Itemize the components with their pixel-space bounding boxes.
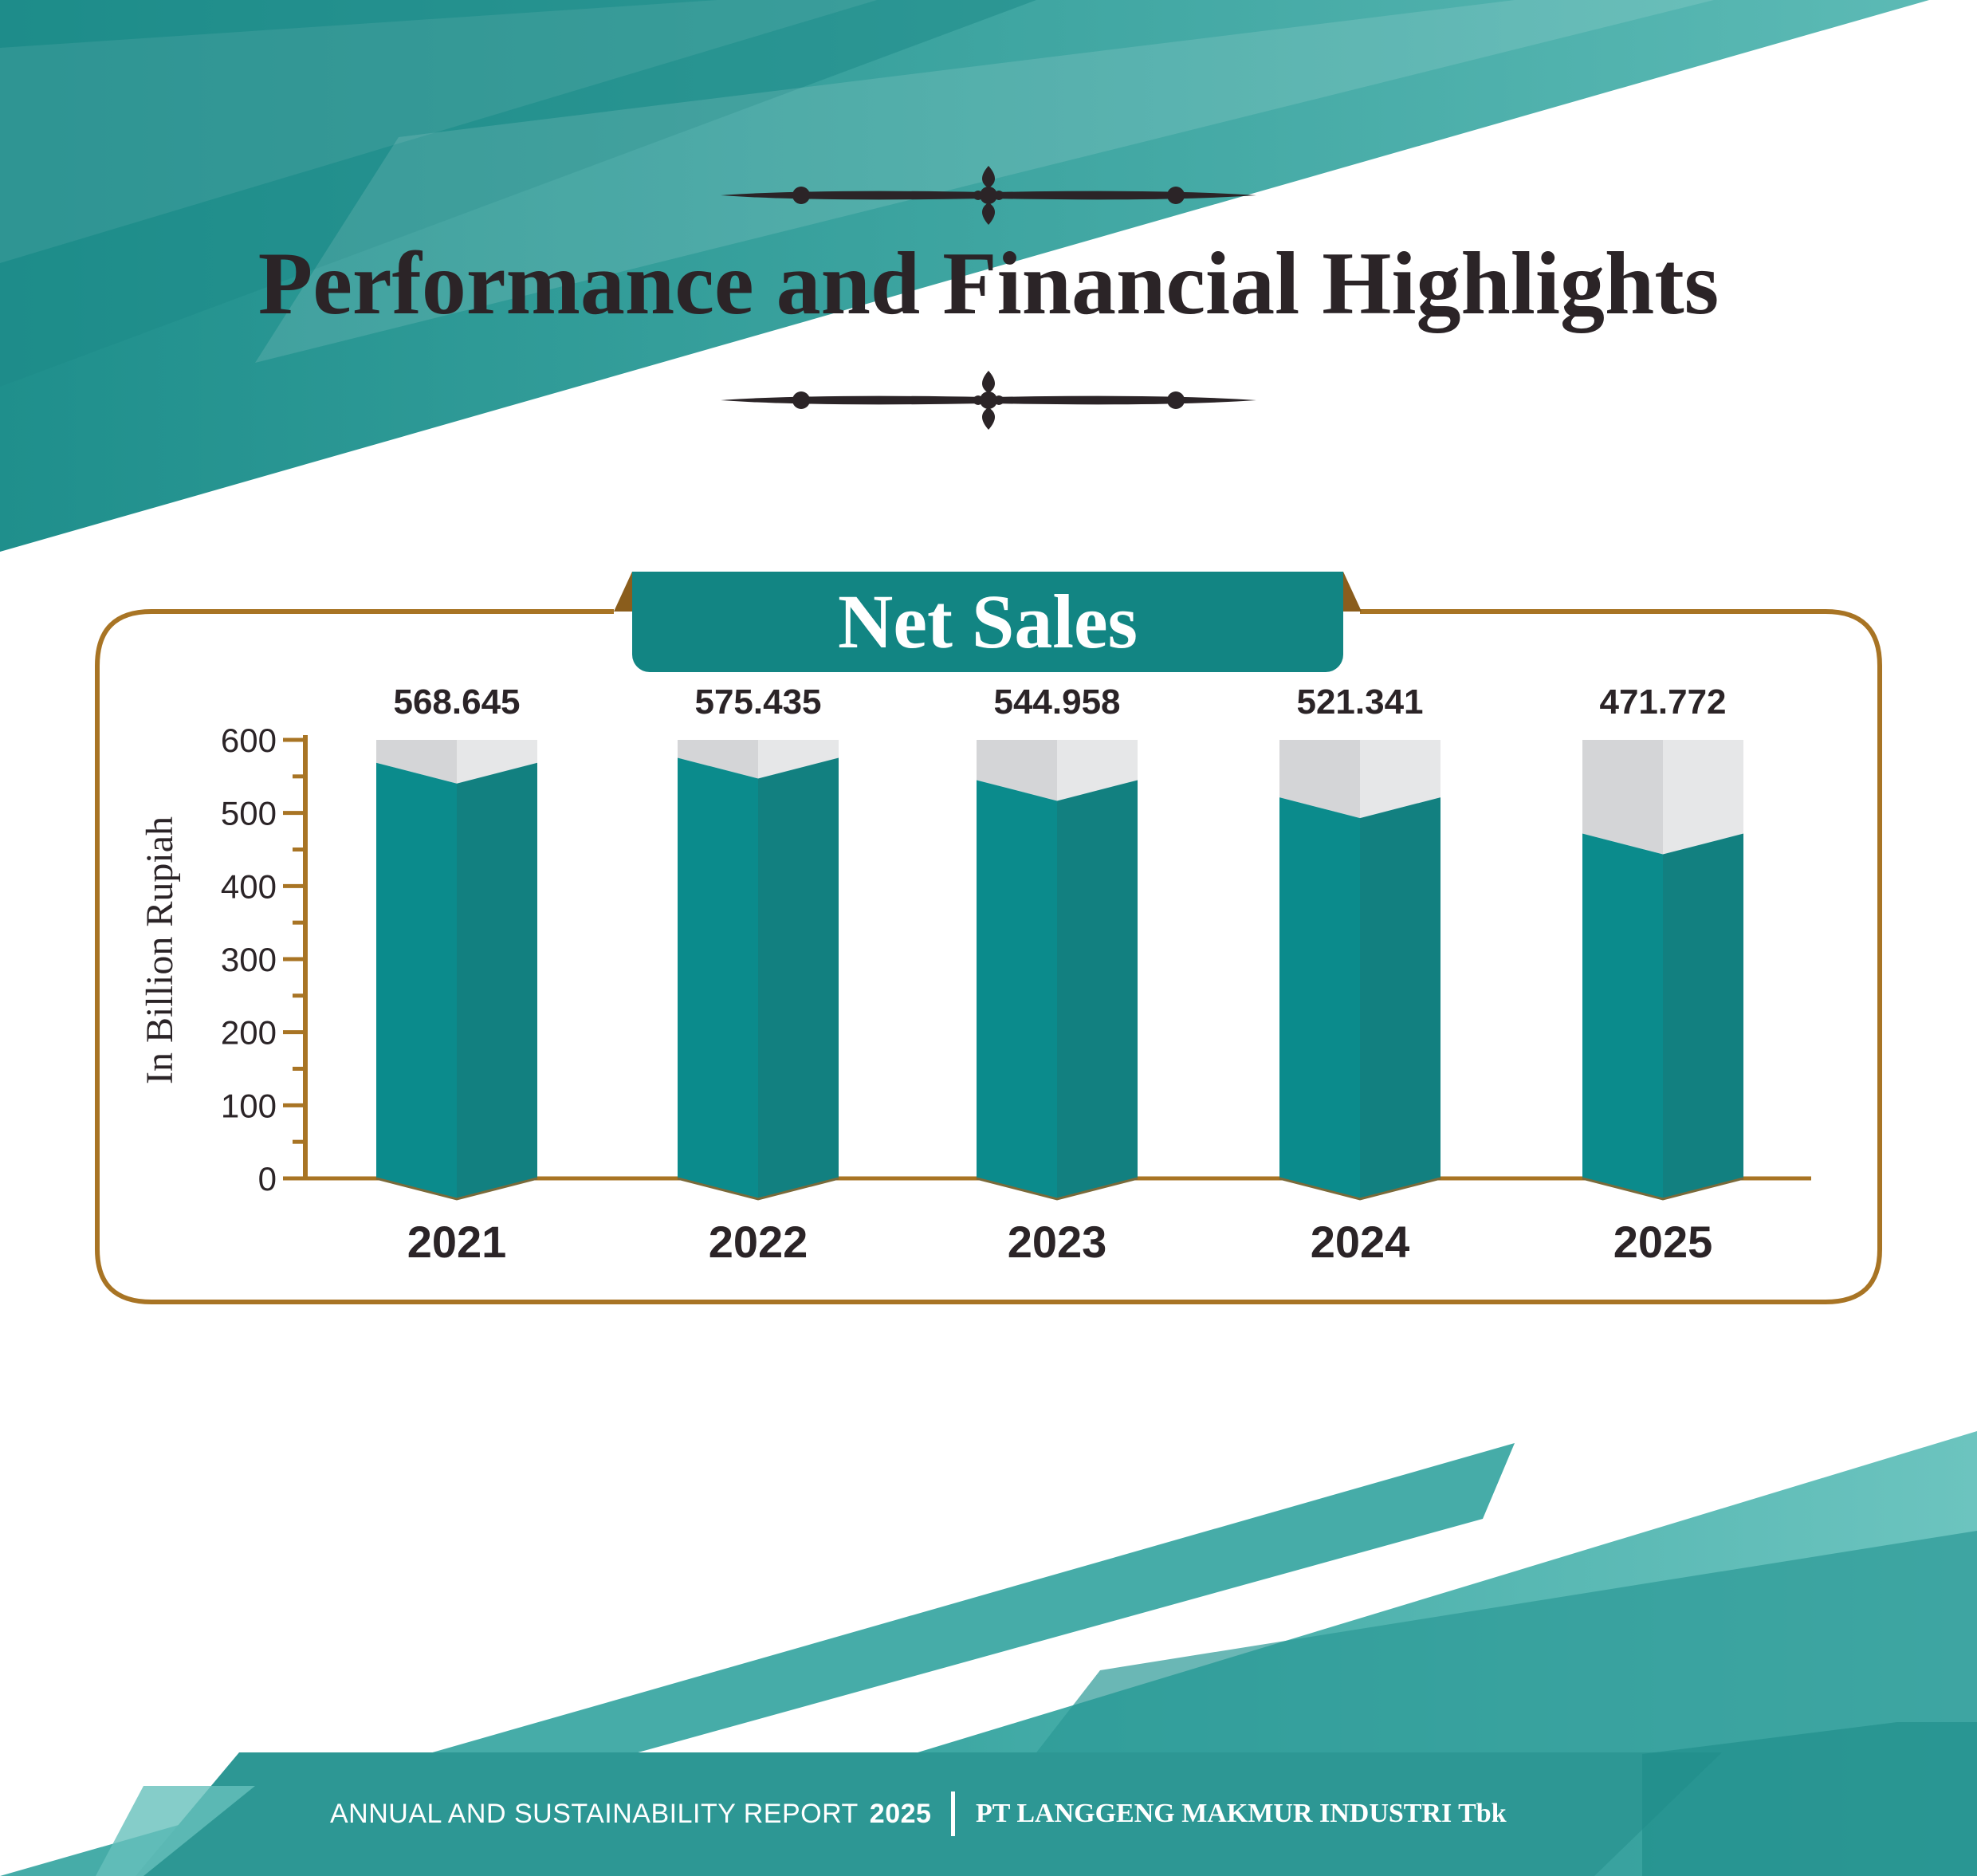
bar-base-edge	[976, 1177, 1138, 1201]
bar-face-right	[457, 762, 537, 1199]
bar-face-right	[1663, 833, 1743, 1199]
bar-background-notch	[376, 740, 457, 759]
y-axis-label: In Billion Rupiah	[139, 816, 181, 1084]
title-tab-fold-left	[614, 572, 632, 612]
bar-value-label: 521.341	[1296, 682, 1423, 722]
bar-face-left	[977, 780, 1057, 1199]
bar-face-left	[1279, 797, 1360, 1199]
footer-report-label: ANNUAL AND SUSTAINABILITY REPORT 2025	[330, 1790, 931, 1838]
bar-background-left	[1582, 740, 1663, 855]
x-tick-label: 2021	[407, 1217, 507, 1267]
bar-value-label: 568.645	[393, 682, 520, 722]
bar-background-right	[1360, 740, 1440, 819]
bar-face-left	[1582, 833, 1663, 1199]
footer-divider	[951, 1791, 955, 1836]
y-tick-label: 600	[221, 722, 277, 759]
bar-face-right	[1360, 797, 1440, 1199]
bar-background-right	[457, 740, 537, 784]
bar-background-notch	[678, 740, 758, 759]
chart-frame	[95, 609, 1882, 1304]
y-tick-label: 200	[221, 1014, 277, 1052]
bar-value-label: 575.435	[694, 682, 821, 722]
bar-base-edge	[1279, 1177, 1441, 1201]
title-tab-fold-right	[1343, 572, 1362, 612]
y-tick-label: 300	[221, 941, 277, 978]
bar-background-notch	[977, 740, 1057, 759]
footer-company-name: PT LANGGENG MAKMUR INDUSTRI Tbk	[976, 1799, 1507, 1828]
bar-background-left	[1279, 740, 1360, 819]
x-tick-label: 2023	[1008, 1217, 1107, 1267]
bar-base-edge	[677, 1177, 839, 1201]
footer-report-year: 2025	[869, 1799, 932, 1829]
bar-background-notch	[1582, 740, 1663, 759]
bar-background-right	[1663, 740, 1743, 855]
bar-background-right	[758, 740, 839, 779]
bar-face-right	[758, 757, 839, 1199]
bar-background-right	[1057, 740, 1138, 801]
bar-background-notch	[1279, 740, 1360, 759]
y-tick-label: 0	[258, 1160, 277, 1198]
bar-base-edge	[375, 1177, 538, 1201]
x-tick-label: 2022	[709, 1217, 808, 1267]
ornament-bottom-divider	[721, 371, 1256, 430]
bar-face-right	[1057, 780, 1138, 1199]
x-tick-label: 2025	[1613, 1217, 1713, 1267]
bar-value-label: 544.958	[993, 682, 1120, 722]
bar-face-left	[376, 762, 457, 1199]
page-title: Performance and Financial Highlights	[257, 234, 1720, 333]
y-tick-label: 500	[221, 795, 277, 832]
bar-face-left	[678, 757, 758, 1199]
x-tick-label: 2024	[1311, 1217, 1410, 1267]
footer-report-text: ANNUAL AND SUSTAINABILITY REPORT	[330, 1799, 859, 1829]
ornament-top-divider	[721, 166, 1256, 225]
y-tick-label: 400	[221, 867, 277, 905]
footer: ANNUAL AND SUSTAINABILITY REPORT 2025 PT …	[0, 1790, 1977, 1838]
y-tick-label: 100	[221, 1087, 277, 1124]
bar-base-edge	[1582, 1177, 1744, 1201]
bar-value-label: 471.772	[1599, 682, 1726, 722]
chart-title: Net Sales	[632, 572, 1343, 672]
